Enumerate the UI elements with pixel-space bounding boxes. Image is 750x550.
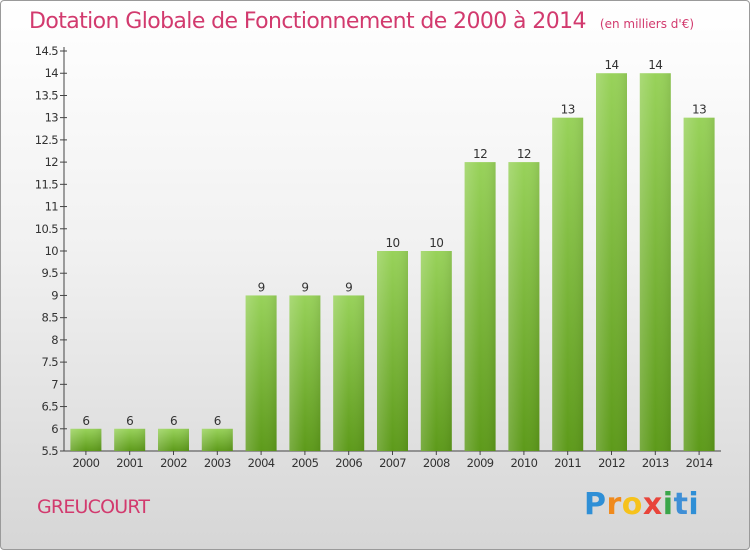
y-tick-label: 13.5 [35, 88, 58, 102]
chart-title: Dotation Globale de Fonctionnement de 20… [29, 9, 694, 34]
y-tick-label: 10 [45, 244, 59, 258]
bar-value-label: 9 [345, 280, 352, 294]
bar-sheen [114, 428, 146, 451]
x-tick-label: 2009 [467, 456, 494, 470]
chart-unit: (en milliers d'€) [599, 17, 695, 31]
y-tick-label: 12.5 [35, 133, 58, 147]
bar-value-label: 12 [517, 147, 531, 161]
bar-sheen [158, 428, 189, 451]
bar-sheen [333, 295, 365, 451]
bar-sheen [596, 73, 627, 451]
x-tick-label: 2002 [160, 456, 187, 470]
x-tick-label: 2001 [116, 456, 143, 470]
x-tick-label: 2006 [335, 456, 362, 470]
bar-sheen [289, 295, 321, 451]
bar-value-label: 14 [648, 58, 662, 72]
bar-value-label: 14 [604, 58, 618, 72]
y-tick-label: 8 [51, 333, 58, 347]
y-tick-label: 6 [51, 422, 58, 436]
y-tick-label: 6.5 [42, 400, 59, 414]
x-tick-label: 2003 [204, 456, 231, 470]
x-tick-label: 2012 [598, 456, 625, 470]
y-tick-label: 8.5 [42, 311, 59, 325]
bar-sheen [552, 117, 584, 452]
y-tick-label: 10.5 [35, 222, 58, 236]
chart-title-text: Dotation Globale de Fonctionnement de 20… [29, 9, 587, 34]
y-tick-label: 9 [51, 288, 58, 302]
x-tick-label: 2013 [642, 456, 669, 470]
x-tick-label: 2007 [379, 456, 406, 470]
y-tick-label: 11.5 [35, 177, 58, 191]
x-axis: 2000 2001 2002 2003 2004 2005 2006 2007 2008 2009… [64, 450, 721, 470]
bar-value-label: 6 [82, 414, 89, 428]
x-tick-label: 2000 [72, 456, 99, 470]
bar-value-label: 12 [473, 147, 487, 161]
commune-name: GREUCOURT [37, 496, 150, 518]
y-tick-label: 14 [45, 66, 59, 80]
y-tick-label: 14.5 [35, 44, 58, 58]
x-tick-label: 2014 [686, 456, 713, 470]
bar-value-label: 6 [170, 414, 177, 428]
x-tick-label: 2005 [291, 456, 318, 470]
y-tick-label: 9.5 [42, 266, 59, 280]
bar-value-label: 13 [561, 103, 575, 117]
bar-sheen [639, 73, 671, 451]
y-axis: 5.5 6 6.5 7 7.5 8 8.5 9 9.5 10 10.5 11 11.5 12 12.5 13 1… [35, 44, 67, 458]
bar-value-label: 6 [214, 414, 221, 428]
bar-value-label: 6 [126, 414, 133, 428]
bar-sheen [508, 162, 540, 451]
bar-sheen [70, 428, 102, 451]
bar-value-label: 9 [301, 280, 308, 294]
y-tick-label: 11 [45, 200, 59, 214]
bars: 6 6 6 6 9 9 9 10 10 12 12 13 14 14 13 [70, 58, 715, 452]
x-tick-label: 2004 [248, 456, 275, 470]
bar-value-label: 9 [258, 280, 265, 294]
y-tick-label: 7 [51, 377, 58, 391]
bar-value-label: 10 [429, 236, 443, 250]
x-tick-label: 2011 [554, 456, 581, 470]
y-tick-label: 5.5 [42, 444, 59, 458]
proxiti-logo[interactable]: Proxiti [584, 487, 700, 522]
bar-sheen [201, 428, 233, 451]
bar-sheen [245, 295, 277, 451]
bar-sheen [464, 162, 496, 451]
y-tick-label: 12 [45, 155, 59, 169]
bar-value-label: 10 [385, 236, 399, 250]
y-tick-label: 13 [45, 111, 59, 125]
y-tick-label: 7.5 [42, 355, 59, 369]
bar-sheen [683, 117, 715, 452]
bar-sheen [420, 251, 452, 451]
bar-sheen [377, 251, 408, 451]
x-tick-label: 2010 [510, 456, 537, 470]
x-tick-label: 2008 [423, 456, 450, 470]
bar-value-label: 13 [692, 103, 706, 117]
